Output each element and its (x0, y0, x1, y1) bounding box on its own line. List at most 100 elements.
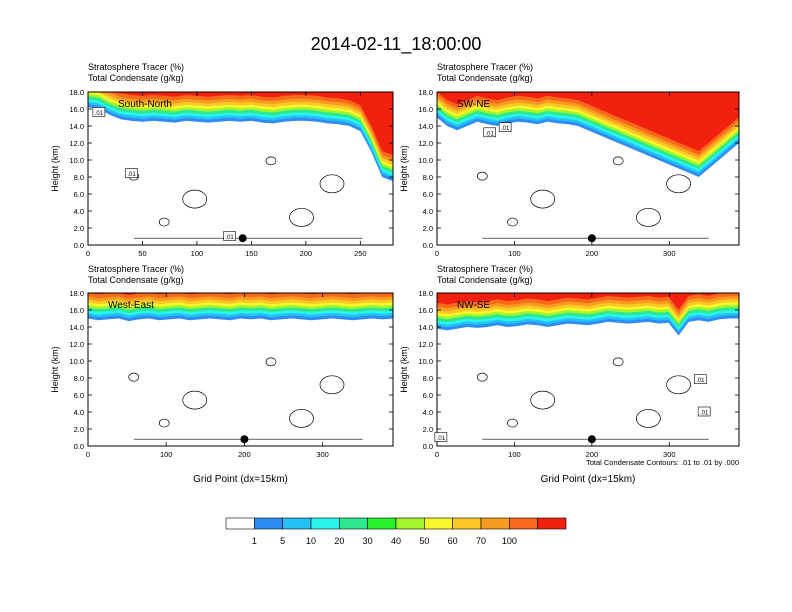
contour-line (612, 156, 624, 166)
colorbar-swatch (537, 517, 567, 530)
contour-line (476, 372, 488, 382)
condensate-contours (476, 357, 709, 440)
colorbar-label: 50 (419, 536, 429, 546)
contour-line (507, 418, 518, 428)
contour-label: .01 (501, 126, 510, 132)
colorbar-label: 100 (502, 536, 517, 546)
contour-label-box (223, 231, 236, 241)
y-tick-label: 0.0 (74, 442, 84, 451)
contour-line (636, 409, 661, 428)
y-tick-label: 0.0 (423, 442, 433, 451)
condensate-contours (128, 156, 363, 239)
y-tick-label: 8.0 (74, 173, 84, 182)
y-tick-label: 2.0 (423, 425, 433, 434)
x-tick-label: 100 (160, 450, 173, 459)
cross-section-label: West-East (108, 300, 154, 311)
y-axis-label: Height (km) (399, 145, 409, 192)
contour-line (158, 418, 170, 428)
colorbar-label: 30 (363, 536, 373, 546)
y-tick-label: 0.0 (74, 241, 84, 250)
x-tick-label: 100 (508, 249, 521, 258)
cross-section-label: NW-SE (457, 300, 490, 311)
contour-label: .01 (700, 411, 709, 417)
colorbar-label: 10 (306, 536, 316, 546)
contour-label: .01 (127, 172, 136, 178)
contour-label: .01 (437, 436, 446, 442)
x-tick-label: 0 (86, 450, 90, 459)
tracer-band (437, 92, 739, 152)
panel-south-north: Stratosphere Tracer (%) Total Condensate… (50, 62, 394, 258)
y-tick-label: 4.0 (423, 207, 433, 216)
plot-area: 0.0 2.0 4.0 6.0 8.0 10.0 12.0 14.0 16.0 18.0 0 100 2… (50, 289, 394, 485)
y-tick-label: 18.0 (418, 289, 433, 298)
field-layer (88, 92, 393, 245)
contour-line (319, 174, 345, 194)
contour-line (265, 156, 277, 166)
cross-section-label: South-North (118, 99, 172, 110)
location-marker (587, 234, 596, 243)
contour-label-box (693, 374, 707, 385)
y-tick-label: 18.0 (418, 88, 433, 97)
contour-line (182, 390, 208, 410)
colorbar-swatch (395, 517, 425, 530)
location-marker (587, 435, 596, 444)
panel-sw-ne: Stratosphere Tracer (%) Total Condensate… (399, 62, 740, 258)
y-tick-label: 12.0 (418, 139, 433, 148)
y-tick-label: 2.0 (74, 224, 84, 233)
plot-area: 0.0 2.0 4.0 6.0 8.0 10.0 12.0 14.0 16.0 18.0 0 100 2… (399, 289, 740, 485)
colorbar-label: 1 (252, 536, 257, 546)
tracer-band (88, 293, 393, 296)
plot-frame (87, 91, 394, 246)
y-tick-label: 14.0 (69, 122, 84, 131)
x-axis-label: Grid Point (dx=15km) (193, 474, 288, 485)
contour-line (289, 409, 314, 428)
location-marker (238, 234, 247, 243)
contour-line (507, 217, 518, 227)
panel-header-condensate: Total Condensate (g/kg) (88, 275, 184, 285)
contour-label-box (498, 122, 512, 132)
plot-area: 0.0 2.0 4.0 6.0 8.0 10.0 12.0 14.0 16.0 18.0 0 50 10… (50, 88, 394, 258)
y-tick-label: 0.0 (423, 241, 433, 250)
field-layer (437, 293, 739, 446)
x-tick-label: 200 (586, 450, 599, 459)
figure-title: 2014-02-11_18:00:00 (311, 34, 482, 55)
y-tick-label: 4.0 (423, 408, 433, 417)
y-tick-label: 18.0 (69, 88, 84, 97)
y-tick-label: 8.0 (423, 374, 433, 383)
cross-section-label: SW-NE (457, 99, 490, 110)
x-tick-label: 0 (435, 249, 439, 258)
panel-header-condensate: Total Condensate (g/kg) (437, 275, 533, 285)
colorbar-swatch (367, 517, 397, 530)
plot-frame (87, 292, 394, 447)
contour-label: .01 (696, 378, 705, 384)
colorbar-label: 5 (280, 536, 285, 546)
x-tick-label: 250 (354, 249, 367, 258)
colorbar-swatch (509, 517, 538, 530)
y-tick-label: 12.0 (69, 340, 84, 349)
contour-label-box (483, 127, 496, 138)
x-tick-label: 300 (316, 450, 329, 459)
y-tick-label: 18.0 (69, 289, 84, 298)
x-tick-label: 50 (138, 249, 146, 258)
x-tick-label: 200 (238, 450, 251, 459)
x-tick-label: 300 (663, 450, 676, 459)
contour-label: .01 (485, 131, 494, 137)
colorbar-swatch (254, 517, 283, 530)
y-tick-label: 12.0 (418, 340, 433, 349)
contour-line (319, 375, 345, 395)
y-tick-label: 10.0 (418, 156, 433, 165)
panel-header-condensate: Total Condensate (g/kg) (88, 73, 184, 83)
colorbar-swatch (225, 517, 255, 530)
panel-header-tracer: Stratosphere Tracer (%) (437, 264, 533, 274)
colorbar-swatch (282, 517, 312, 530)
contour-line (289, 208, 314, 227)
plot-frame (436, 292, 740, 447)
y-tick-label: 8.0 (74, 374, 84, 383)
y-tick-label: 6.0 (74, 391, 84, 400)
x-axis-label: Grid Point (dx=15km) (541, 474, 636, 485)
contour-label: .01 (225, 235, 234, 241)
y-tick-label: 16.0 (69, 105, 84, 114)
contour-label-box (697, 406, 711, 417)
y-tick-label: 16.0 (418, 105, 433, 114)
x-tick-label: 100 (191, 249, 204, 258)
